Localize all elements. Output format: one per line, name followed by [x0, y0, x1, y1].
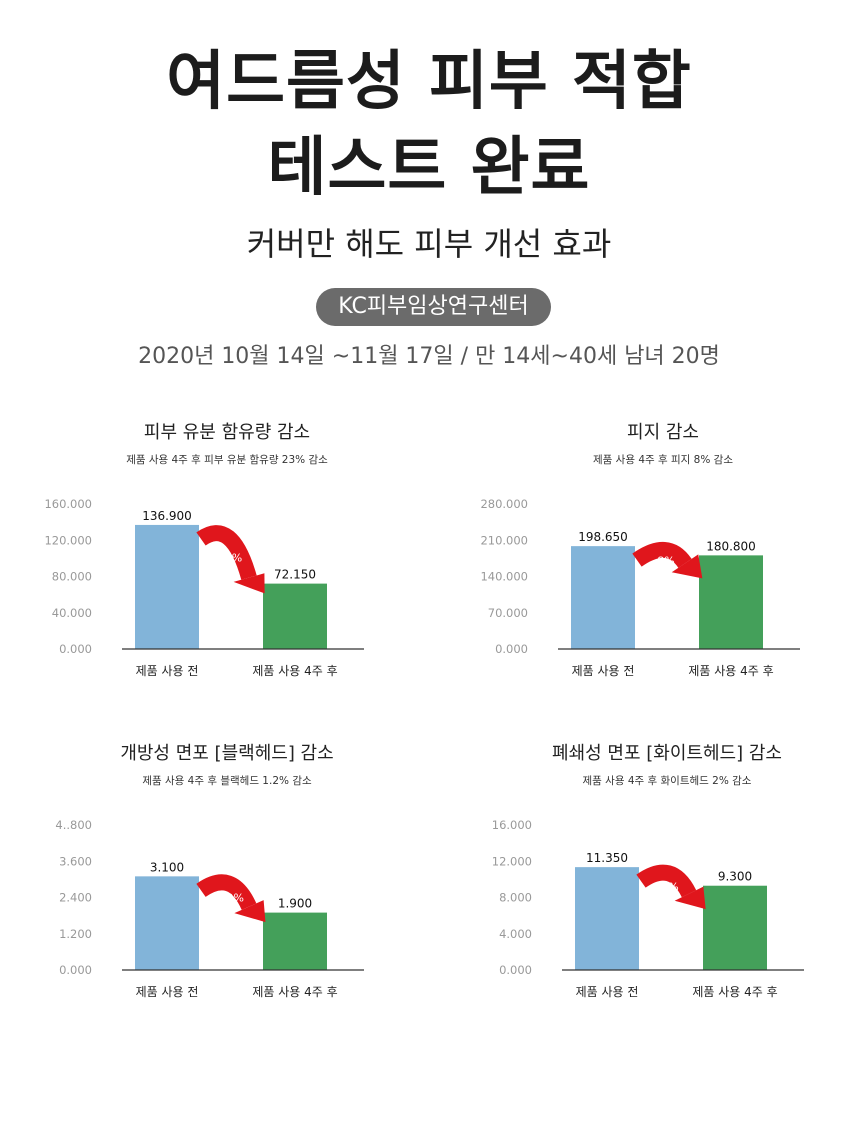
bar-value-label: 1.900 — [278, 897, 312, 911]
bar-value-label: 136.900 — [142, 509, 192, 523]
arrow-percent-label: 1.2% — [216, 891, 244, 904]
page-title-line2: 테스트 완료 — [267, 131, 591, 205]
y-tick-label: 12.000 — [492, 854, 532, 868]
test-period: 2020년 10월 14일 ~11월 17일 / 만 14세~40세 남녀 20… — [138, 344, 720, 369]
bar-value-label: 198.650 — [578, 530, 628, 544]
arrow-percent-label: 8% — [657, 555, 674, 568]
arrow-head — [234, 900, 266, 923]
bar-before — [135, 876, 199, 970]
bar-before — [571, 546, 635, 649]
arrow-head — [233, 573, 265, 594]
x-category-label: 제품 사용 4주 후 — [688, 664, 773, 678]
bar-value-label: 3.100 — [150, 860, 184, 874]
bar-before — [135, 524, 199, 649]
bar-value-label: 9.300 — [718, 870, 752, 884]
page-title-line1: 여드름성 피부 적합 — [166, 45, 692, 119]
chart-title: 개방성 면포 [블랙헤드] 감소 — [120, 743, 334, 764]
chart-subtitle: 제품 사용 4주 후 블랙헤드 1.2% 감소 — [142, 775, 312, 787]
page-subtitle: 커버만 해도 피부 개선 효과 — [246, 225, 612, 263]
x-category-label: 제품 사용 전 — [136, 985, 199, 999]
y-tick-label: 4..800 — [55, 818, 92, 832]
chart-plot: 0.000 1.200 2.400 3.600 4..800 3.100 제품 사용 전 1.… — [55, 818, 364, 999]
y-tick-label: 80.000 — [52, 570, 92, 584]
y-tick-label: 0.000 — [499, 963, 532, 977]
x-category-label: 제품 사용 4주 후 — [252, 664, 337, 678]
arrow-percent-label: 2% — [661, 880, 678, 893]
chart-sebum: 피부 유분 함유량 감소 제품 사용 4주 후 피부 유분 함유량 23% 감소… — [22, 420, 432, 720]
arrow-shaft — [636, 864, 697, 898]
arrow-shaft — [196, 874, 257, 911]
bar-after — [263, 912, 327, 970]
chart-title: 폐쇄성 면포 [화이트헤드] 감소 — [552, 743, 782, 764]
x-category-label: 제품 사용 4주 후 — [692, 985, 777, 999]
reduction-arrow-icon — [632, 541, 703, 579]
y-tick-label: 16.000 — [492, 818, 532, 832]
chart-subtitle: 제품 사용 4주 후 피부 유분 함유량 23% 감소 — [126, 454, 328, 466]
x-category-label: 제품 사용 전 — [572, 664, 635, 678]
arrow-shaft — [196, 525, 257, 580]
y-tick-label: 160.000 — [44, 497, 92, 511]
y-tick-label: 70.000 — [488, 606, 528, 620]
chart-plot: 0.000 70.000 140.000 210.000 280.000 198.650 제… — [480, 497, 800, 678]
bar-before — [575, 867, 639, 970]
x-category-label: 제품 사용 전 — [136, 664, 199, 678]
arrow-percent-label: 23% — [218, 551, 242, 564]
y-tick-label: 4.000 — [499, 927, 532, 941]
arrow-head — [674, 886, 706, 910]
x-category-label: 제품 사용 4주 후 — [252, 985, 337, 999]
y-tick-label: 2.400 — [59, 891, 92, 905]
arrow-head — [671, 554, 703, 579]
arrow-shaft — [632, 541, 692, 569]
y-tick-label: 0.000 — [59, 642, 92, 656]
chart-plot: 0.000 4.000 8.000 12.000 16.000 11.350 제품 사용 전… — [492, 818, 804, 999]
y-tick-label: 40.000 — [52, 606, 92, 620]
chart-subtitle: 제품 사용 4주 후 화이트헤드 2% 감소 — [582, 775, 752, 787]
institution-badge: KC피부임상연구센터 — [316, 288, 551, 326]
chart-title: 피부 유분 함유량 감소 — [143, 422, 311, 443]
y-tick-label: 3.600 — [59, 854, 92, 868]
bar-after — [703, 885, 767, 970]
y-tick-label: 0.000 — [495, 642, 528, 656]
bar-after — [263, 583, 327, 649]
bar-after — [699, 555, 763, 649]
chart-whitehead: 폐쇄성 면포 [화이트헤드] 감소 제품 사용 4주 후 화이트헤드 2% 감소… — [462, 741, 858, 1041]
chart-plot: 0.000 40.000 80.000 120.000 160.000 136.900 제품… — [44, 497, 364, 678]
bar-value-label: 72.150 — [274, 568, 316, 582]
chart-sebum-secretion: 피지 감소 제품 사용 4주 후 피지 8% 감소 0.000 70.000 140… — [458, 420, 858, 720]
reduction-arrow-icon — [196, 874, 266, 923]
chart-title: 피지 감소 — [627, 422, 699, 443]
y-tick-label: 8.000 — [499, 891, 532, 905]
reduction-arrow-icon — [636, 864, 706, 910]
chart-blackhead: 개방성 면포 [블랙헤드] 감소 제품 사용 4주 후 블랙헤드 1.2% 감소… — [22, 741, 432, 1041]
bar-value-label: 11.350 — [586, 851, 628, 865]
y-tick-label: 1.200 — [59, 927, 92, 941]
y-tick-label: 0.000 — [59, 963, 92, 977]
y-tick-label: 140.000 — [480, 570, 528, 584]
reduction-arrow-icon — [196, 525, 265, 594]
x-category-label: 제품 사용 전 — [576, 985, 639, 999]
y-tick-label: 120.000 — [44, 533, 92, 547]
bar-value-label: 180.800 — [706, 539, 756, 553]
chart-subtitle: 제품 사용 4주 후 피지 8% 감소 — [593, 454, 733, 466]
y-tick-label: 210.000 — [480, 533, 528, 547]
y-tick-label: 280.000 — [480, 497, 528, 511]
